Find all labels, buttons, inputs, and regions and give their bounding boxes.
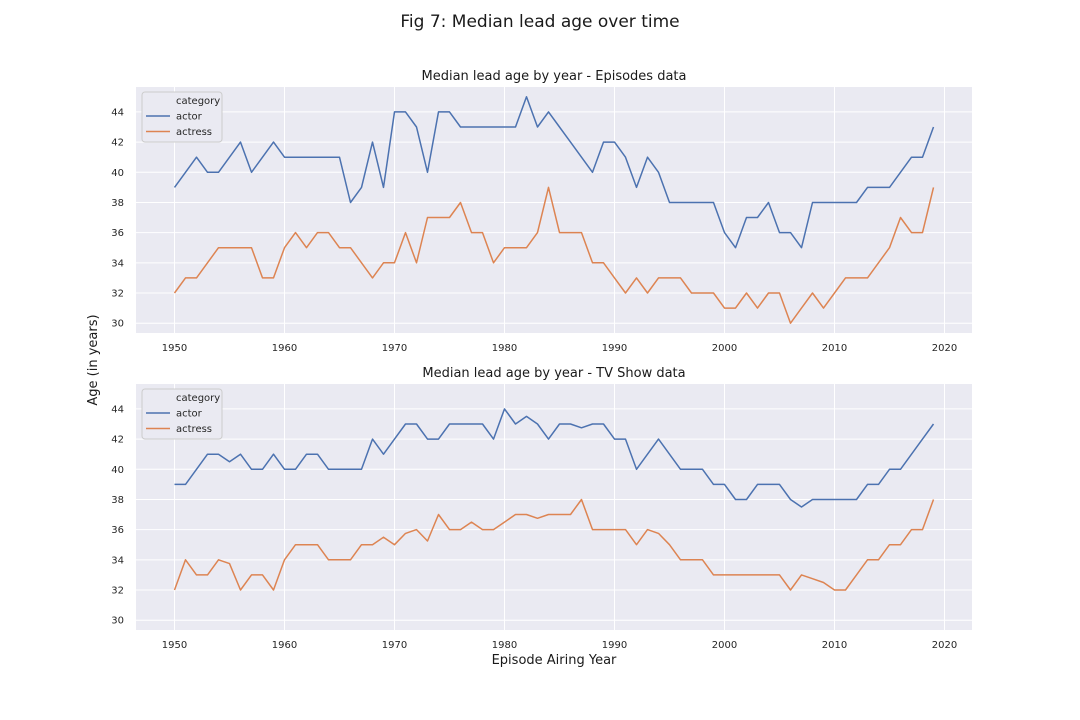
x-tick-label: 2000 <box>712 640 737 651</box>
x-tick-label: 1980 <box>492 343 517 354</box>
legend: category actor actress <box>141 91 223 143</box>
legend-label-actor: actor <box>176 112 203 123</box>
figure-title: Fig 7: Median lead age over time <box>400 12 679 32</box>
x-tick-label: 1970 <box>382 343 407 354</box>
legend-label-actor: actor <box>176 409 203 420</box>
x-tick-label: 2010 <box>822 640 847 651</box>
y-tick-label: 32 <box>111 289 124 300</box>
series-line-actor <box>173 96 935 249</box>
subplot-episodes: 1950 1960 1970 1980 1990 2000 2010 2020 30 32 34 36… <box>111 69 972 354</box>
x-tick-label: 2010 <box>822 343 847 354</box>
x-tick-label: 1950 <box>162 343 187 354</box>
x-tick-label: 2020 <box>932 640 957 651</box>
series-line-actress <box>173 498 935 591</box>
y-tick-label: 30 <box>111 616 124 627</box>
x-tick-label: 1990 <box>602 343 627 354</box>
x-axis-label: Episode Airing Year <box>492 653 617 668</box>
legend: category actor actress <box>141 388 223 440</box>
y-tick-label: 36 <box>111 525 124 536</box>
series-line-actress <box>173 186 935 324</box>
y-tick-label: 40 <box>111 168 124 179</box>
series-line-actor <box>174 408 935 508</box>
legend-box <box>141 388 223 440</box>
x-tick-label: 2020 <box>932 343 957 354</box>
y-tick-label: 38 <box>111 495 124 506</box>
y-tick-label: 38 <box>111 198 124 209</box>
x-tick-label: 1980 <box>492 640 517 651</box>
subplot-tv-shows: 1950 1960 1970 1980 1990 2000 2010 2020 30 32 34 36… <box>111 366 972 668</box>
legend-label-actress: actress <box>176 127 212 138</box>
plot-area <box>136 384 972 630</box>
y-tick-label: 36 <box>111 228 124 239</box>
y-tick-label: 40 <box>111 465 124 476</box>
legend-box <box>141 91 223 143</box>
legend-label-actress: actress <box>176 424 212 435</box>
y-tick-label: 34 <box>111 555 124 566</box>
x-tick-label: 1960 <box>272 343 297 354</box>
legend-title: category <box>176 393 220 404</box>
x-tick-label: 2000 <box>712 343 737 354</box>
x-tick-label: 1960 <box>272 640 297 651</box>
y-tick-label: 42 <box>111 435 124 446</box>
x-tick-label: 1950 <box>162 640 187 651</box>
y-tick-label: 30 <box>111 319 124 330</box>
subplot-title: Median lead age by year - TV Show data <box>422 366 685 381</box>
y-tick-label: 32 <box>111 586 124 597</box>
y-tick-label: 44 <box>111 404 124 415</box>
legend-title: category <box>176 96 220 107</box>
subplot-title: Median lead age by year - Episodes data <box>421 69 686 84</box>
x-tick-label: 1990 <box>602 640 627 651</box>
figure-y-axis-label: Age (in years) <box>86 314 101 405</box>
y-tick-label: 44 <box>111 107 124 118</box>
y-tick-label: 42 <box>111 138 124 149</box>
y-tick-label: 34 <box>111 258 124 269</box>
x-tick-label: 1970 <box>382 640 407 651</box>
